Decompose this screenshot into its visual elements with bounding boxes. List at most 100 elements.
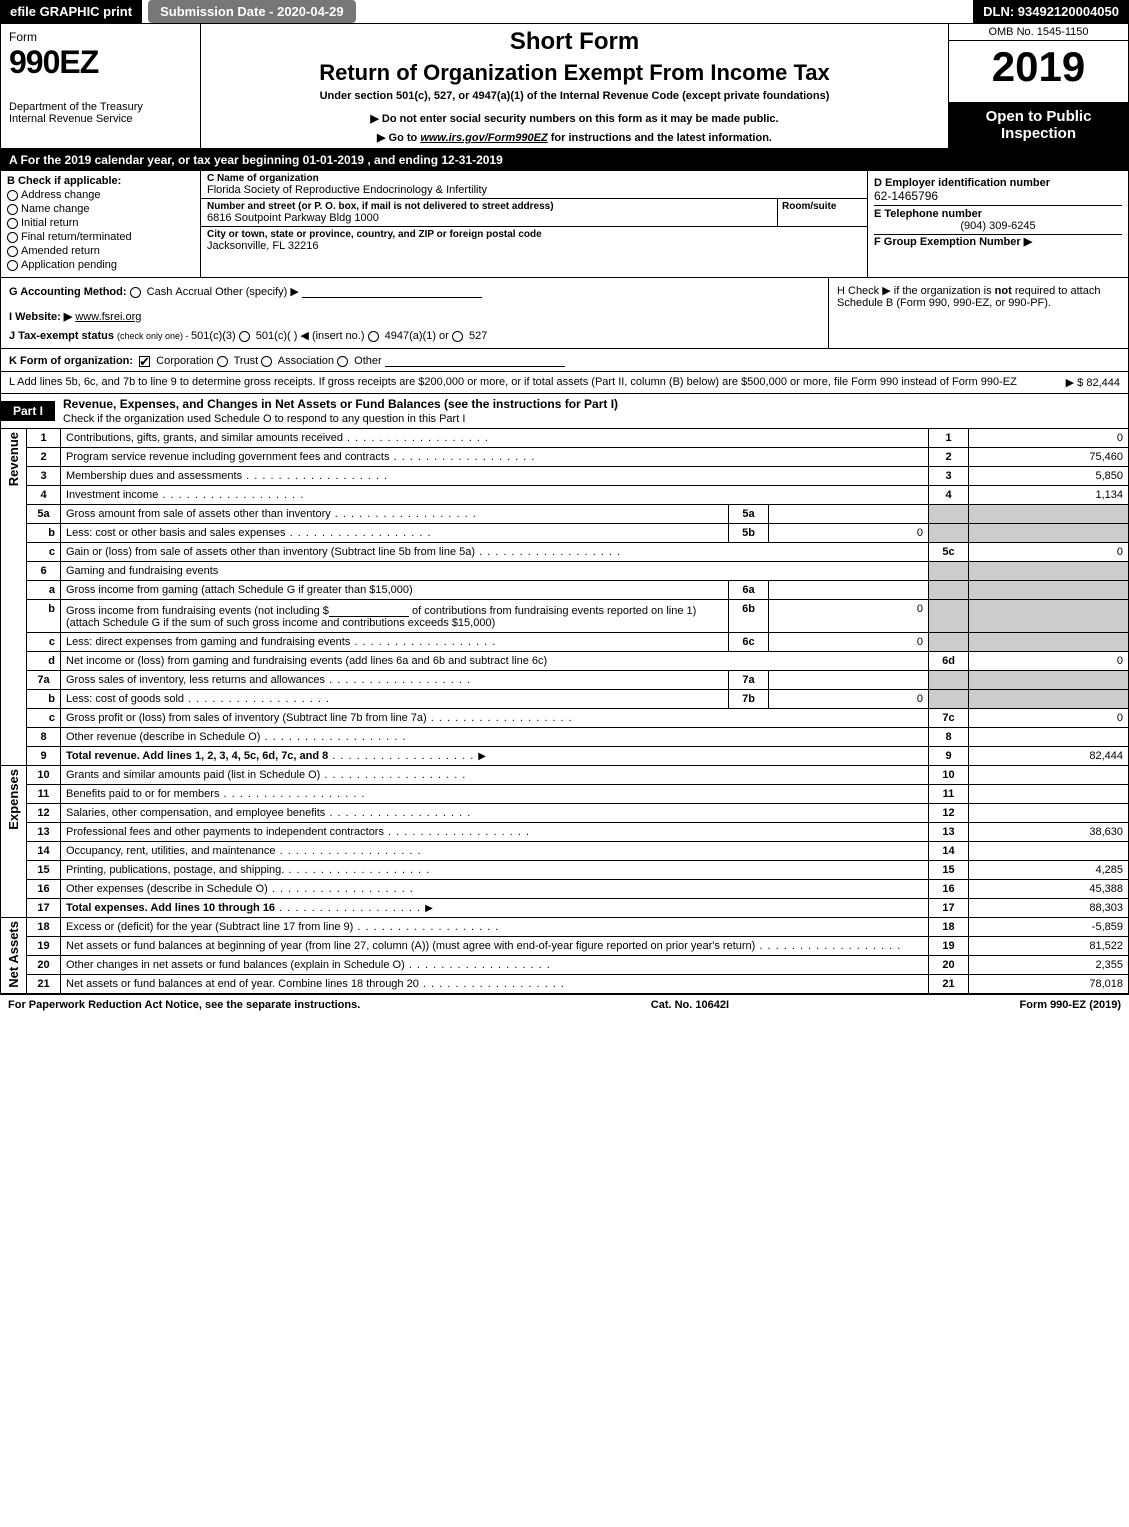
cat-no: Cat. No. 10642I bbox=[651, 999, 729, 1011]
line-h: H Check ▶ if the organization is not req… bbox=[828, 278, 1128, 348]
header-center: Short Form Return of Organization Exempt… bbox=[201, 24, 948, 148]
box-b: B Check if applicable: Address change Na… bbox=[1, 171, 201, 277]
amt-line-7c: 0 bbox=[969, 709, 1129, 728]
department: Department of the Treasury bbox=[9, 101, 192, 113]
amt-line-8 bbox=[969, 728, 1129, 747]
tax-year: 2019 bbox=[949, 41, 1128, 102]
efile-label[interactable]: efile GRAPHIC print bbox=[0, 0, 142, 23]
go-to-pre: ▶ Go to bbox=[377, 132, 420, 144]
part1-title: Revenue, Expenses, and Changes in Net As… bbox=[55, 394, 626, 428]
6b-amount-field[interactable] bbox=[329, 603, 409, 617]
check-corporation[interactable] bbox=[139, 356, 150, 367]
check-application-pending[interactable]: Application pending bbox=[7, 259, 194, 271]
form-number: 990EZ bbox=[9, 44, 192, 81]
g-h-left: G Accounting Method: Cash Accrual Other … bbox=[1, 278, 828, 348]
submission-date: Submission Date - 2020-04-29 bbox=[148, 0, 356, 23]
check-association[interactable] bbox=[261, 356, 272, 367]
form-header: Form 990EZ Department of the Treasury In… bbox=[0, 24, 1129, 149]
city: Jacksonville, FL 32216 bbox=[207, 240, 861, 252]
irs: Internal Revenue Service bbox=[9, 113, 192, 125]
gross-receipts: ▶ $ 82,444 bbox=[1058, 376, 1120, 389]
tax-period: A For the 2019 calendar year, or tax yea… bbox=[0, 149, 1129, 171]
revenue-side-label: Revenue bbox=[1, 429, 27, 766]
open-to-public: Open to Public Inspection bbox=[949, 102, 1128, 148]
amt-line-7b: 0 bbox=[769, 690, 929, 709]
part1-check[interactable] bbox=[1112, 408, 1128, 414]
line-l: L Add lines 5b, 6c, and 7b to line 9 to … bbox=[0, 372, 1129, 394]
line-j: J Tax-exempt status (check only one) - 5… bbox=[9, 329, 820, 342]
header-left: Form 990EZ Department of the Treasury In… bbox=[1, 24, 201, 148]
topbar: efile GRAPHIC print Submission Date - 20… bbox=[0, 0, 1129, 24]
phone-label: E Telephone number bbox=[874, 208, 1122, 220]
header-right: OMB No. 1545-1150 2019 Open to Public In… bbox=[948, 24, 1128, 148]
under-section: Under section 501(c), 527, or 4947(a)(1)… bbox=[209, 90, 940, 102]
dln: DLN: 93492120004050 bbox=[973, 0, 1129, 23]
check-cash[interactable] bbox=[130, 287, 141, 298]
amt-line-14 bbox=[969, 842, 1129, 861]
form-footer: Form 990-EZ (2019) bbox=[1020, 999, 1122, 1011]
check-amended-return[interactable]: Amended return bbox=[7, 245, 194, 257]
box-b-label: B Check if applicable: bbox=[7, 175, 194, 187]
check-527[interactable] bbox=[452, 331, 463, 342]
amt-line-12 bbox=[969, 804, 1129, 823]
paperwork-notice: For Paperwork Reduction Act Notice, see … bbox=[8, 999, 360, 1011]
phone-block: E Telephone number (904) 309-6245 bbox=[874, 206, 1122, 235]
amt-line-20: 2,355 bbox=[969, 956, 1129, 975]
return-title: Return of Organization Exempt From Incom… bbox=[209, 60, 940, 86]
amt-line-13: 38,630 bbox=[969, 823, 1129, 842]
amt-line-10 bbox=[969, 766, 1129, 785]
city-label: City or town, state or province, country… bbox=[207, 229, 861, 240]
check-other-org[interactable] bbox=[337, 356, 348, 367]
org-name: Florida Society of Reproductive Endocrin… bbox=[207, 184, 861, 196]
city-block: City or town, state or province, country… bbox=[201, 227, 867, 254]
amt-line-16: 45,388 bbox=[969, 880, 1129, 899]
amt-line-6b: 0 bbox=[769, 600, 929, 633]
check-501c[interactable] bbox=[239, 331, 250, 342]
go-to-link[interactable]: www.irs.gov/Form990EZ bbox=[420, 132, 547, 144]
entity-info: B Check if applicable: Address change Na… bbox=[0, 171, 1129, 278]
org-name-block: C Name of organization Florida Society o… bbox=[201, 171, 867, 199]
amt-line-3: 5,850 bbox=[969, 467, 1129, 486]
check-address-change[interactable]: Address change bbox=[7, 189, 194, 201]
group-exemption: F Group Exemption Number ▶ bbox=[874, 235, 1122, 248]
line-i: I Website: ▶ www.fsrei.org bbox=[9, 310, 820, 323]
check-initial-return[interactable]: Initial return bbox=[7, 217, 194, 229]
check-final-return[interactable]: Final return/terminated bbox=[7, 231, 194, 243]
amt-line-9: 82,444 bbox=[969, 747, 1129, 766]
accounting-check-row: G Accounting Method: Cash Accrual Other … bbox=[0, 278, 1129, 349]
address-label: Number and street (or P. O. box, if mail… bbox=[207, 201, 771, 212]
short-form-title: Short Form bbox=[209, 28, 940, 56]
net-assets-side-label: Net Assets bbox=[1, 918, 27, 994]
amt-line-6a bbox=[769, 581, 929, 600]
other-org-field[interactable] bbox=[385, 353, 565, 367]
ein-label: D Employer identification number bbox=[874, 177, 1122, 189]
check-trust[interactable] bbox=[217, 356, 228, 367]
amt-line-11 bbox=[969, 785, 1129, 804]
do-not-enter: ▶ Do not enter social security numbers o… bbox=[209, 112, 940, 125]
amt-line-17: 88,303 bbox=[969, 899, 1129, 918]
check-name-change[interactable]: Name change bbox=[7, 203, 194, 215]
check-4947[interactable] bbox=[368, 331, 379, 342]
amt-line-1: 0 bbox=[969, 429, 1129, 448]
omb-number: OMB No. 1545-1150 bbox=[949, 24, 1128, 41]
part1-header: Part I Revenue, Expenses, and Changes in… bbox=[0, 394, 1129, 429]
other-specify-field[interactable] bbox=[302, 284, 482, 298]
amt-line-6c: 0 bbox=[769, 633, 929, 652]
amt-line-19: 81,522 bbox=[969, 937, 1129, 956]
website-link[interactable]: www.fsrei.org bbox=[75, 311, 141, 323]
form-word: Form bbox=[9, 30, 192, 44]
box-def: D Employer identification number 62-1465… bbox=[868, 171, 1128, 277]
amt-line-18: -5,859 bbox=[969, 918, 1129, 937]
go-to-post: for instructions and the latest informat… bbox=[551, 132, 772, 144]
go-to: ▶ Go to www.irs.gov/Form990EZ for instru… bbox=[209, 131, 940, 144]
ein-block: D Employer identification number 62-1465… bbox=[874, 175, 1122, 206]
line-k: K Form of organization: Corporation Trus… bbox=[0, 349, 1129, 372]
amt-line-15: 4,285 bbox=[969, 861, 1129, 880]
amt-line-6d: 0 bbox=[969, 652, 1129, 671]
amt-line-4: 1,134 bbox=[969, 486, 1129, 505]
phone: (904) 309-6245 bbox=[874, 220, 1122, 232]
line-g: G Accounting Method: Cash Accrual Other … bbox=[9, 284, 820, 298]
page-footer: For Paperwork Reduction Act Notice, see … bbox=[0, 994, 1129, 1015]
expenses-side-label: Expenses bbox=[1, 766, 27, 918]
address: 6816 Soutpoint Parkway Bldg 1000 bbox=[207, 212, 771, 224]
